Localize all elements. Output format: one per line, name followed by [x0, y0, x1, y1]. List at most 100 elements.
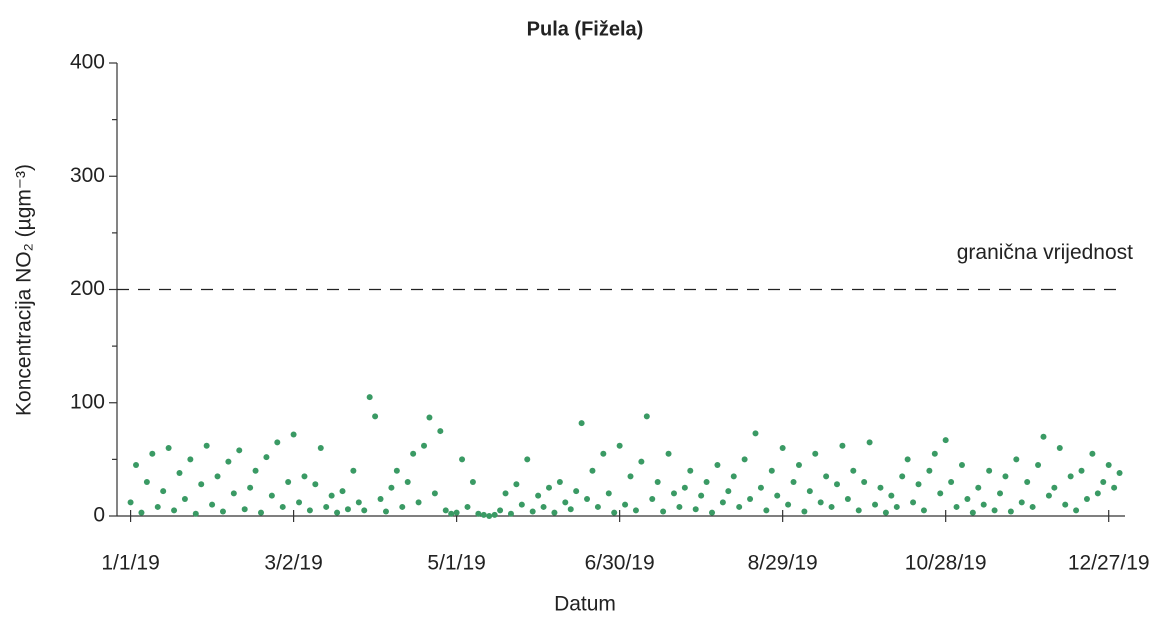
point: [1056, 445, 1063, 452]
point: [1040, 433, 1047, 440]
point: [382, 508, 389, 515]
point: [480, 511, 487, 518]
point: [1116, 469, 1123, 476]
point: [676, 503, 683, 510]
point: [872, 501, 879, 508]
point: [181, 496, 188, 503]
point: [171, 507, 178, 514]
point: [834, 481, 840, 488]
point: [920, 507, 927, 514]
point: [426, 414, 433, 421]
point: [643, 413, 650, 420]
point: [241, 506, 248, 513]
point: [334, 509, 341, 516]
point: [948, 479, 955, 486]
point: [1002, 473, 1009, 480]
point: [1073, 507, 1080, 514]
point: [768, 467, 775, 474]
point: [138, 509, 145, 516]
point: [355, 499, 362, 506]
point: [306, 507, 313, 514]
point: [497, 507, 504, 514]
point: [323, 503, 330, 510]
point: [828, 503, 835, 510]
point: [1100, 479, 1107, 486]
point: [562, 499, 569, 506]
point: [198, 481, 205, 488]
point: [899, 473, 906, 480]
point: [779, 445, 786, 452]
point: [219, 508, 226, 515]
y-tick-label: 100: [70, 390, 105, 413]
point: [372, 413, 379, 420]
point: [165, 445, 172, 452]
point: [209, 501, 216, 508]
point: [469, 479, 476, 486]
point: [361, 507, 368, 514]
point: [491, 511, 498, 518]
x-tick-label: 10/28/19: [905, 552, 987, 575]
point: [176, 469, 183, 476]
x-tick-label: 8/29/19: [748, 552, 818, 575]
point: [703, 479, 710, 486]
point: [344, 506, 351, 513]
point: [801, 508, 808, 515]
point: [214, 473, 221, 480]
point: [442, 507, 449, 514]
point: [1062, 501, 1069, 508]
point: [757, 484, 764, 491]
point: [660, 508, 667, 515]
point: [258, 509, 264, 516]
point: [192, 510, 199, 517]
point: [654, 479, 661, 486]
point: [127, 499, 134, 506]
point: [448, 510, 455, 517]
point: [730, 473, 737, 480]
point: [687, 467, 694, 474]
point: [225, 458, 232, 465]
point: [627, 473, 634, 480]
point: [285, 479, 292, 486]
point: [279, 503, 286, 510]
point: [855, 507, 862, 514]
point: [143, 479, 150, 486]
y-tick-label: 200: [70, 277, 105, 300]
point: [236, 447, 243, 454]
point: [763, 507, 770, 514]
point: [785, 501, 792, 508]
point: [1083, 496, 1090, 503]
point: [986, 467, 993, 474]
point: [301, 473, 308, 480]
point: [203, 442, 210, 449]
x-axis-label: Datum: [554, 593, 616, 616]
point: [366, 394, 373, 401]
point: [1029, 503, 1036, 510]
point: [812, 450, 819, 457]
point: [296, 499, 303, 506]
point: [638, 458, 645, 465]
point: [1024, 479, 1031, 486]
point: [953, 503, 960, 510]
x-tick-label: 5/1/19: [427, 552, 485, 575]
point: [795, 462, 802, 469]
point: [431, 490, 438, 497]
point: [605, 490, 612, 497]
point: [154, 503, 161, 510]
point: [573, 488, 580, 495]
point: [665, 450, 672, 457]
point: [692, 506, 699, 513]
point: [567, 506, 574, 513]
point: [1007, 508, 1014, 515]
point: [806, 488, 813, 495]
point: [524, 456, 531, 463]
y-tick-label: 300: [70, 164, 105, 187]
point: [698, 492, 705, 499]
point: [632, 507, 639, 514]
point: [741, 456, 748, 463]
point: [578, 420, 585, 427]
point: [937, 490, 944, 497]
point: [529, 508, 536, 515]
point: [926, 467, 933, 474]
point: [584, 496, 591, 503]
